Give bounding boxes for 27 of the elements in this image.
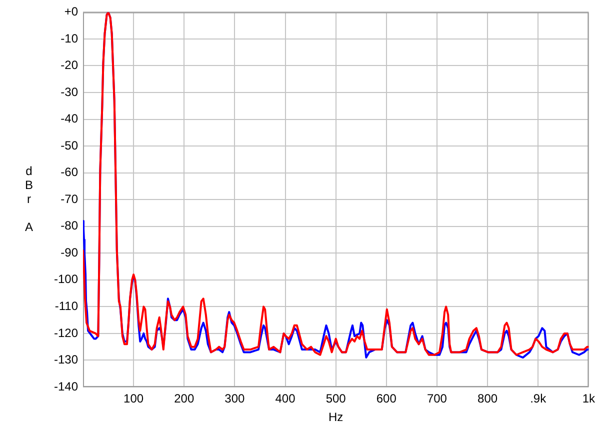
x-axis-title: Hz: [328, 410, 344, 424]
y-axis-title: dBr A: [24, 164, 34, 234]
y-tick-label: -60: [60, 165, 78, 180]
y-tick-label: -40: [60, 112, 78, 126]
x-tick-label: .9k: [530, 392, 548, 406]
y-tick-label: -70: [60, 192, 78, 206]
y-tick-label: -110: [54, 299, 78, 313]
y-tick-label: -20: [60, 58, 78, 72]
x-tick-label: 300: [224, 392, 246, 406]
y-tick-label: -130: [54, 352, 78, 367]
x-tick-label: 800: [478, 392, 498, 406]
x-tick-label: 700: [426, 392, 448, 406]
y-tick-label: -30: [60, 84, 78, 99]
y-tick-label: -10: [60, 31, 78, 46]
y-tick-label: -100: [54, 272, 78, 286]
y-tick-label: -50: [60, 138, 78, 152]
x-tick-label: 200: [174, 392, 194, 406]
x-tick-label: 500: [326, 392, 346, 406]
y-tick-label: -90: [60, 245, 78, 260]
y-tick-label: -80: [60, 218, 78, 233]
y-tick-label: -140: [54, 379, 78, 394]
y-tick-label: -120: [54, 326, 78, 340]
y-tick-label: +0: [64, 4, 78, 19]
x-tick-label: 1k: [582, 392, 596, 406]
x-tick-label: 600: [376, 392, 397, 406]
x-tick-label: 100: [124, 392, 144, 406]
x-tick-label: 400: [275, 392, 296, 406]
